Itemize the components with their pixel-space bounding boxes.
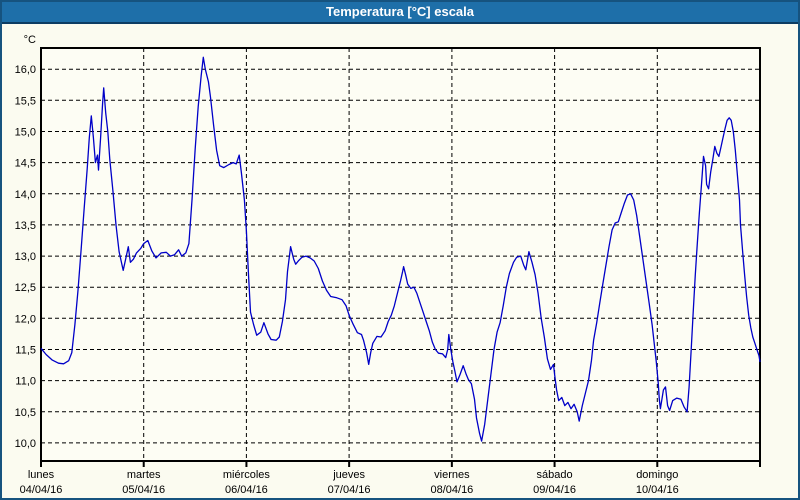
x-day-date-label: 07/04/16 [328,484,371,496]
x-day-date-label: 08/04/16 [430,484,473,496]
x-day-name-label: martes [127,469,161,481]
window-title: Temperatura [°C] escala [325,4,474,19]
y-tick-label: 11,5 [15,345,36,357]
y-tick-label: 12,5 [15,282,36,294]
y-tick-label: 15,5 [15,95,36,107]
x-day-name-label: sábado [537,469,573,481]
x-day-name-label: domingo [636,469,678,481]
y-tick-label: 14,5 [15,158,36,170]
y-tick-label: 15,0 [15,127,36,139]
x-day-date-label: 04/04/16 [20,484,63,496]
y-tick-label: 13,0 [15,251,36,263]
title-bar: Temperatura [°C] escala [2,2,798,24]
x-day-date-label: 05/04/16 [122,484,165,496]
x-day-name-label: jueves [332,469,365,481]
x-day-date-label: 10/04/16 [636,484,679,496]
y-tick-label: 12,0 [15,313,36,325]
x-day-name-label: viernes [434,469,470,481]
y-tick-label: 11,0 [15,376,36,388]
y-tick-label: 10,0 [15,438,36,450]
plot-border [40,47,761,462]
x-day-name-label: miércoles [223,469,271,481]
x-day-date-label: 06/04/16 [225,484,268,496]
x-day-name-label: lunes [28,469,55,481]
temperature-series-line [40,56,761,442]
y-tick-label: 14,0 [15,189,36,201]
y-tick-label: 13,5 [15,220,36,232]
plot-background [41,48,760,461]
y-tick-label: 16,0 [15,64,36,76]
y-axis-unit-label: °C [24,34,36,46]
y-tick-label: 10,5 [15,407,36,419]
x-day-date-label: 09/04/16 [533,484,576,496]
